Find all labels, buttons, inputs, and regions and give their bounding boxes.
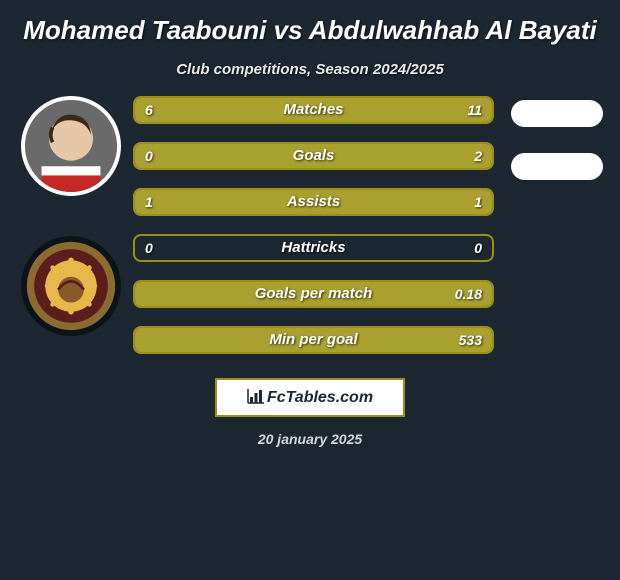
page-title: Mohamed Taabouni vs Abdulwahhab Al Bayat… [0, 0, 620, 55]
bar-left-value: 0 [145, 148, 153, 164]
bar-fill-right [314, 190, 493, 214]
date-label: 20 january 2025 [0, 431, 620, 447]
bar-fill-right [260, 98, 492, 122]
bar-fill-right [135, 282, 492, 306]
chart-icon [247, 388, 265, 404]
stat-bar-row: 6Matches11 [133, 96, 494, 124]
bar-right-value: 0 [474, 240, 482, 256]
player1-avatar-icon [25, 96, 117, 196]
bar-left-value: 1 [145, 194, 153, 210]
fctables-badge: FcTables.com [215, 378, 405, 417]
bar-fill-right [135, 144, 492, 168]
left-avatars-column [8, 96, 133, 336]
stat-bar-row: 0Hattricks0 [133, 234, 494, 262]
right-pill-2 [511, 153, 603, 180]
right-pills-column [502, 96, 612, 180]
stat-bars-column: 6Matches110Goals21Assists10Hattricks0Goa… [133, 96, 502, 372]
fctables-label: FcTables.com [267, 389, 373, 406]
bar-fill-left [135, 98, 260, 122]
bar-fill-right [135, 328, 492, 352]
player2-badge-icon [25, 240, 117, 332]
bar-fill-left [135, 190, 314, 214]
footer: FcTables.com [0, 378, 620, 417]
bar-label: Hattricks [135, 239, 492, 256]
bar-right-value: 1 [474, 194, 482, 210]
stat-bar-row: Goals per match0.18 [133, 280, 494, 308]
bar-right-value: 533 [459, 332, 482, 348]
stat-bar-row: Min per goal533 [133, 326, 494, 354]
player1-avatar [21, 96, 121, 196]
stat-bar-row: 0Goals2 [133, 142, 494, 170]
content-area: 6Matches110Goals21Assists10Hattricks0Goa… [0, 96, 620, 372]
stat-bar-row: 1Assists1 [133, 188, 494, 216]
bar-left-value: 6 [145, 102, 153, 118]
subtitle: Club competitions, Season 2024/2025 [0, 61, 620, 78]
right-pill-1 [511, 100, 603, 127]
bar-right-value: 0.18 [455, 286, 482, 302]
player2-badge [21, 236, 121, 336]
bar-left-value: 0 [145, 240, 153, 256]
bar-right-value: 11 [467, 102, 482, 118]
bar-right-value: 2 [474, 148, 482, 164]
